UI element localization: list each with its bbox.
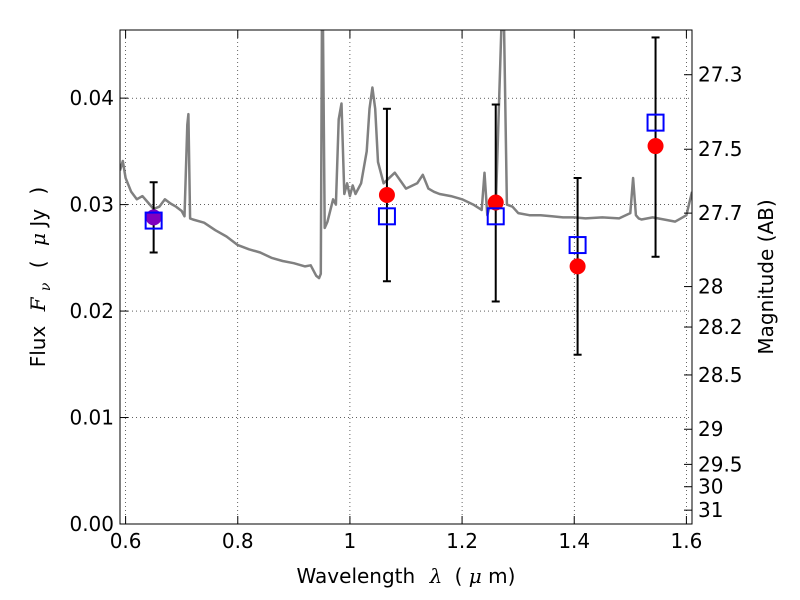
model-photometry-box	[568, 236, 587, 255]
y-axis-label-word: Flux	[26, 326, 50, 368]
x-axis-label: Wavelength λ ( μ m)	[297, 564, 516, 588]
y-axis-label-open: (	[26, 260, 50, 268]
y-tick-label: 0.04	[69, 86, 114, 110]
y2-axis-label: Magnitude (AB)	[754, 199, 778, 354]
x-tick-label: 1	[344, 529, 357, 553]
y-axis-label-nu: ν	[38, 282, 54, 291]
y-axis-label: Flux F ν ( μ Jy )	[26, 187, 55, 368]
x-axis-label-mu: μ	[469, 564, 482, 588]
y2-tick-label: 28	[698, 275, 723, 299]
y2-tick-label: 28.2	[698, 315, 743, 339]
y-axis-label-close: )	[26, 187, 50, 195]
x-tick-label: 1.6	[670, 529, 702, 553]
y-tick-label: 0.03	[69, 193, 114, 217]
model-photometry-boxes	[144, 113, 665, 255]
y-axis-label-unit: Jy	[26, 209, 50, 229]
x-axis-label-word: Wavelength	[297, 564, 416, 588]
x-tick-label: 0.8	[222, 529, 254, 553]
model-photometry-box	[144, 211, 163, 230]
x-tick-labels: 0.6 0.8 1 1.2 1.4 1.6	[110, 529, 703, 553]
y-tick-label: 0.02	[69, 299, 114, 323]
y2-tick-label: 31	[698, 498, 723, 522]
y-axis-label-mu: μ	[26, 233, 50, 246]
y2-tick-label: 28.5	[698, 363, 743, 387]
x-axis-label-paren: (	[455, 564, 463, 588]
observed-point	[487, 194, 504, 211]
error-bars	[149, 36, 660, 356]
y2-tick-label: 27.3	[698, 63, 743, 87]
y-tick-label: 0.01	[69, 406, 114, 430]
observed-point	[647, 138, 664, 155]
model-spectrum-line	[120, 30, 692, 280]
y2-tick-label: 30	[698, 475, 723, 499]
model-photometry-box	[377, 207, 396, 226]
y-axis-label-F: F	[26, 296, 50, 312]
y2-tick-label: 29.5	[698, 452, 743, 476]
x-tick-label: 1.4	[558, 529, 590, 553]
x-axis-label-lambda: λ	[429, 564, 443, 588]
x-tick-label: 0.6	[110, 529, 142, 553]
observed-points	[145, 138, 664, 275]
plot-frame	[119, 29, 693, 525]
observed-point	[378, 187, 395, 204]
axis-ticks	[120, 30, 692, 525]
y-tick-label: 0.00	[69, 512, 114, 536]
observed-point	[569, 258, 586, 275]
y2-tick-label: 29	[698, 417, 723, 441]
x-axis-label-unit: m)	[488, 564, 515, 588]
model-spectrum	[120, 30, 692, 280]
y2-tick-label: 27.5	[698, 137, 743, 161]
y-tick-labels: 0.00 0.01 0.02 0.03 0.04	[69, 86, 114, 536]
model-photometry-box	[646, 113, 665, 132]
grid-lines	[120, 30, 692, 525]
model-photometry-box	[486, 207, 505, 226]
x-tick-label: 1.2	[446, 529, 478, 553]
y2-tick-label: 27.7	[698, 201, 743, 225]
